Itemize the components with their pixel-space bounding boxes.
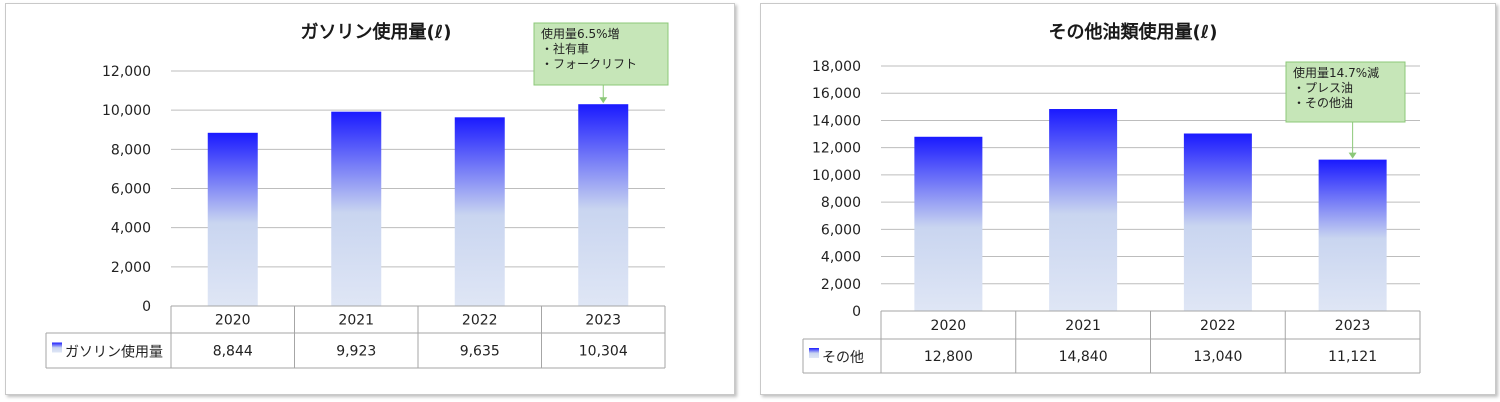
y-tick-label: 0 [852,304,861,320]
bar-2020 [207,132,258,306]
y-tick-label: 16,000 [812,86,861,102]
x-tick-label: 2023 [585,313,621,329]
callout-arrow-icon [599,97,608,104]
legend-swatch [52,342,62,353]
y-tick-label: 10,000 [102,103,151,119]
annotation-text: ・フォークリフト [541,57,637,71]
y-tick-label: 10,000 [812,168,861,184]
chart-title: ガソリン使用量(ℓ) [301,21,452,43]
annotation-text: ・社有車 [541,41,589,56]
annotation-text: ・その他油 [1293,96,1353,110]
y-tick-label: 2,000 [821,277,861,293]
bar-2023 [1318,159,1387,311]
callout-box [533,22,669,86]
bar-2020 [914,136,983,311]
x-tick-label: 2021 [1065,318,1101,334]
data-label: 11,121 [1328,349,1377,365]
bar-2023 [578,104,629,306]
data-label: 9,923 [336,344,376,360]
x-tick-label: 2022 [1200,318,1236,334]
x-tick-label: 2020 [931,318,967,334]
bar-2021 [331,111,382,306]
gasoline-chart: ガソリン使用量(ℓ) 0 2,000 4,000 6,000 8,000 10,000 12,… [45,21,669,369]
y-tick-label: 12,000 [102,64,151,80]
x-tick-label: 2021 [338,313,374,329]
chart-title: その他油類使用量(ℓ) [1049,21,1218,43]
y-tick-label: 4,000 [821,250,861,266]
y-tick-label: 12,000 [812,141,861,157]
annotation-text: 使用量14.7%減 [1293,65,1379,80]
bar-2022 [454,117,505,307]
legend-series-name: ガソリン使用量 [65,344,163,361]
data-label: 12,800 [924,349,973,365]
data-label: 9,635 [460,344,500,360]
legend-series-name: その他 [822,350,864,366]
y-tick-label: 8,000 [111,142,151,158]
data-label: 13,040 [1193,349,1242,365]
y-tick-label: 6,000 [111,182,151,198]
y-tick-label: 4,000 [111,221,151,237]
x-tick-label: 2020 [215,313,251,329]
y-tick-label: 6,000 [821,222,861,238]
x-tick-label: 2022 [462,313,498,329]
data-label: 10,304 [579,344,628,360]
annotation-text: 使用量6.5%増 [541,26,620,41]
data-label: 8,844 [213,344,253,360]
other-oil-chart-panel: その他油類使用量(ℓ) 0 2,000 4,000 6,000 8,000 10,000 12… [760,3,1496,395]
y-tick-label: 14,000 [812,113,861,129]
y-tick-label: 18,000 [812,59,861,75]
callout-box [1285,61,1406,123]
x-tick-label: 2023 [1335,318,1371,334]
y-tick-label: 0 [142,299,151,315]
legend-swatch [809,348,819,358]
bar-2021 [1049,109,1118,311]
data-label: 14,840 [1059,349,1108,365]
bar-2022 [1183,133,1252,311]
callout-arrow-icon [1348,152,1357,159]
other-oil-chart: その他油類使用量(ℓ) 0 2,000 4,000 6,000 8,000 10,000 12… [802,21,1421,374]
annotation-text: ・プレス油 [1293,81,1353,95]
gasoline-chart-panel: ガソリン使用量(ℓ) 0 2,000 4,000 6,000 8,000 10,000 12,… [5,3,735,395]
y-tick-label: 2,000 [111,260,151,276]
y-tick-label: 8,000 [821,195,861,211]
